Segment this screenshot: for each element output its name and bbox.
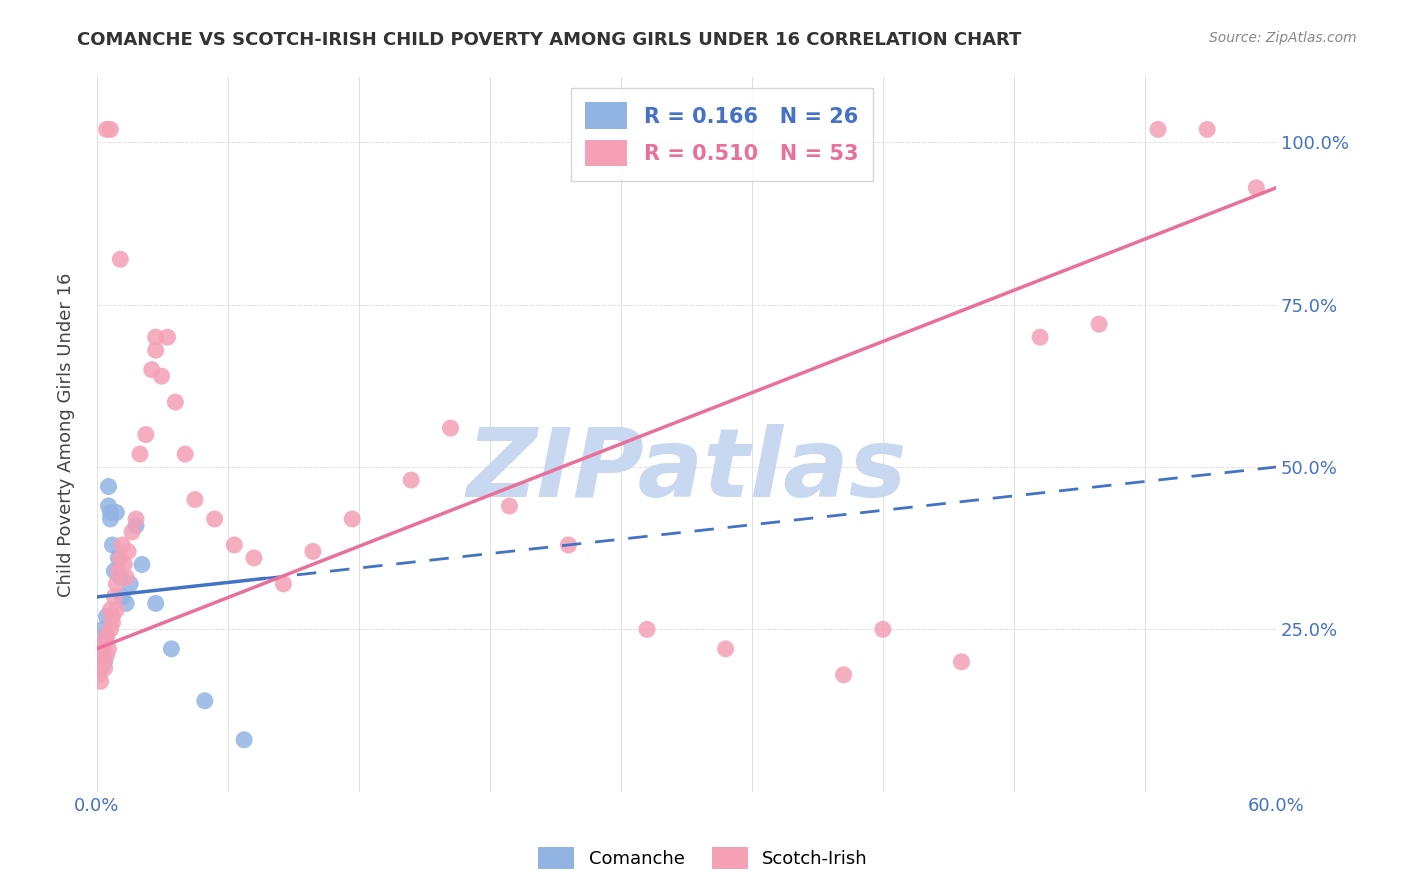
Point [93,635,115,649]
Point [93,635,115,649]
Point [90,661,112,675]
Point [156,330,179,344]
Point [100,603,122,617]
Text: ZIPatlas: ZIPatlas [465,424,907,516]
Point [194,694,217,708]
Point [342,512,364,526]
Point [110,550,132,565]
Point [184,492,207,507]
Point [91,641,114,656]
Point [557,538,579,552]
Point [165,395,187,409]
Point [112,558,135,572]
Text: COMANCHE VS SCOTCH-IRISH CHILD POVERTY AMONG GIRLS UNDER 16 CORRELATION CHART: COMANCHE VS SCOTCH-IRISH CHILD POVERTY A… [77,31,1022,49]
Point [1147,122,1170,136]
Point [439,421,461,435]
Y-axis label: Child Poverty Among Girls Under 16: Child Poverty Among Girls Under 16 [58,272,75,597]
Point [103,590,125,604]
Point [96,629,118,643]
Point [1197,122,1219,136]
Point [90,674,112,689]
Point [832,668,855,682]
Point [160,641,183,656]
Point [105,603,128,617]
Point [141,362,163,376]
Point [1246,181,1268,195]
Point [93,655,115,669]
Point [107,550,129,565]
Point [150,369,173,384]
Point [145,330,167,344]
Point [1029,330,1052,344]
Point [950,655,973,669]
Point [97,641,120,656]
Point [145,596,167,610]
Point [96,122,118,136]
Point [87,648,110,663]
Legend: R = 0.166   N = 26, R = 0.510   N = 53: R = 0.166 N = 26, R = 0.510 N = 53 [571,87,873,181]
Point [105,506,128,520]
Point [100,512,122,526]
Point [100,506,122,520]
Point [111,590,134,604]
Point [115,570,138,584]
Point [107,564,129,578]
Point [101,538,124,552]
Point [131,558,153,572]
Point [101,609,124,624]
Point [1088,317,1111,331]
Legend: Comanche, Scotch-Irish: Comanche, Scotch-Irish [531,839,875,876]
Point [103,564,125,578]
Point [121,524,143,539]
Point [111,538,134,552]
Point [302,544,325,558]
Text: Source: ZipAtlas.com: Source: ZipAtlas.com [1209,31,1357,45]
Point [399,473,422,487]
Point [91,623,114,637]
Point [96,629,118,643]
Point [110,252,132,267]
Point [96,609,118,624]
Point [204,512,226,526]
Point [125,512,148,526]
Point [105,577,128,591]
Point [714,641,737,656]
Point [110,570,132,584]
Point [233,732,256,747]
Point [129,447,152,461]
Point [135,427,157,442]
Point [91,641,114,656]
Point [145,343,167,358]
Point [117,544,139,558]
Point [101,615,124,630]
Point [243,550,266,565]
Point [872,623,894,637]
Point [498,499,520,513]
Point [174,447,197,461]
Point [97,479,120,493]
Point [224,538,246,552]
Point [636,623,658,637]
Point [96,648,118,663]
Point [91,655,114,669]
Point [100,623,122,637]
Point [97,499,120,513]
Point [87,668,110,682]
Point [100,122,122,136]
Point [120,577,142,591]
Point [125,518,148,533]
Point [115,596,138,610]
Point [273,577,295,591]
Point [93,661,115,675]
